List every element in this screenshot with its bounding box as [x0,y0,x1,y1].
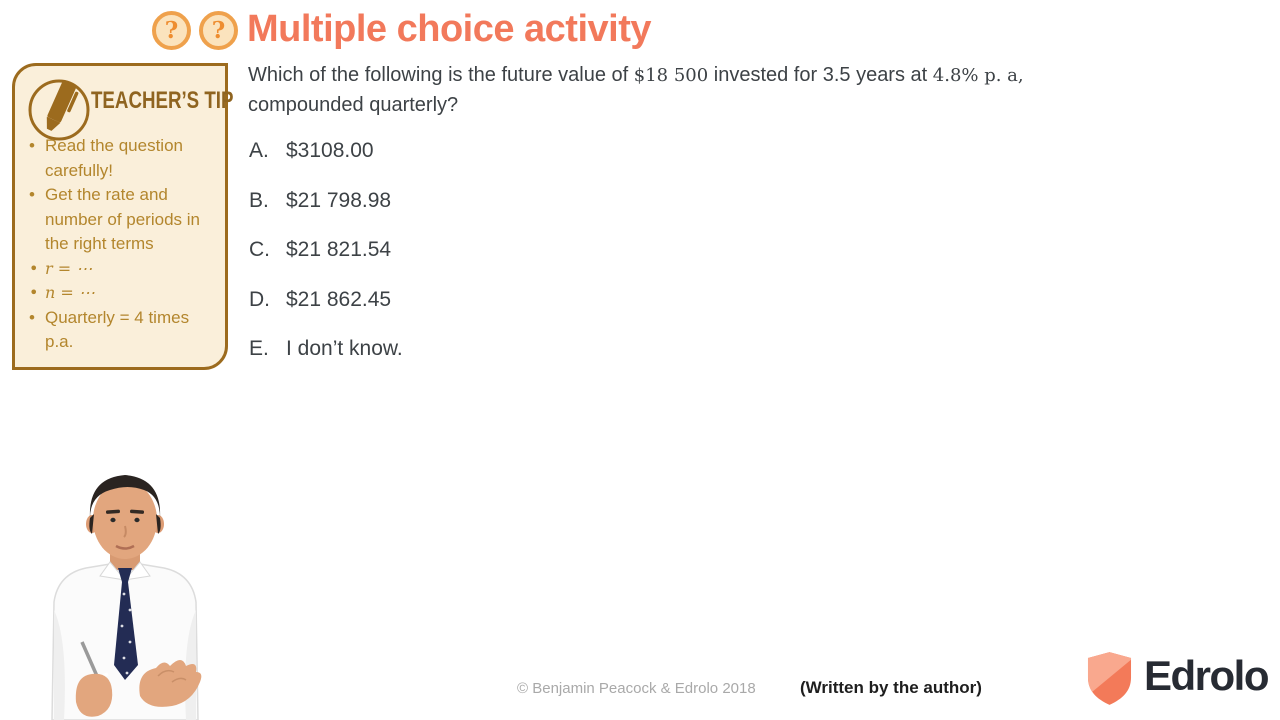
question-rate: 4.8% p. a, [932,65,1024,86]
question-circle-icon: ? [152,11,191,50]
option-letter: D. [249,287,270,311]
tip-item: Read the question carefully! [25,134,210,183]
question-amount: $18 500 [633,65,709,86]
option-letter: C. [249,238,270,261]
tip-item: Get the rate and number of periods in th… [25,183,210,257]
option-text: I don’t know. [286,337,403,360]
teachers-tip-title: TEACHER’S TIP [91,87,234,114]
tip-item: Quarterly = 4 times p.a. [25,306,210,355]
option-b: B. $21 798.98 [249,188,403,212]
tip-item-n-formula: n = ⋯ [25,281,210,306]
edrolo-shield-icon [1087,652,1132,705]
option-a: A. $3108.00 [249,140,403,162]
option-letter: B. [249,188,269,212]
option-text: $21 798.98 [286,188,392,212]
option-letter: E. [249,337,269,360]
page-title: Multiple choice activity [247,8,652,50]
pen-circle-icon [28,79,90,141]
edrolo-brand-name: Edrolo [1144,651,1270,699]
option-letter: A. [249,139,269,162]
teachers-tip-panel: TEACHER’S TIP Read the question carefull… [12,63,233,370]
option-text: $21 862.45 [286,287,392,311]
option-text: $3108.00 [286,139,374,162]
presenter-video-overlay [51,475,202,720]
question-pre: Which of the following is the future val… [248,64,634,86]
teachers-tip-list: Read the question carefully! Get the rat… [25,134,221,355]
question-mid: invested for 3.5 years at [708,64,933,86]
option-c: C. $21 821.54 [249,239,403,261]
attribution-text: (Written by the author) [800,678,982,697]
question-text: Which of the following is the future val… [248,61,1208,119]
edrolo-logo: Edrolo [1087,645,1270,706]
options-list: A. $3108.00 B. $21 798.98 C. $21 821.54 … [249,140,403,388]
option-e: E. I don’t know. [249,338,403,360]
question-post: compounded quarterly? [248,93,459,116]
option-text: $21 821.54 [286,238,392,261]
title-help-icons: ? ? [152,11,238,50]
question-circle-icon: ? [199,11,238,50]
option-d: D. $21 862.45 [249,287,403,311]
tip-item-r-formula: r = ⋯ [25,257,210,282]
copyright-text: © Benjamin Peacock & Edrolo 2018 [517,680,756,697]
